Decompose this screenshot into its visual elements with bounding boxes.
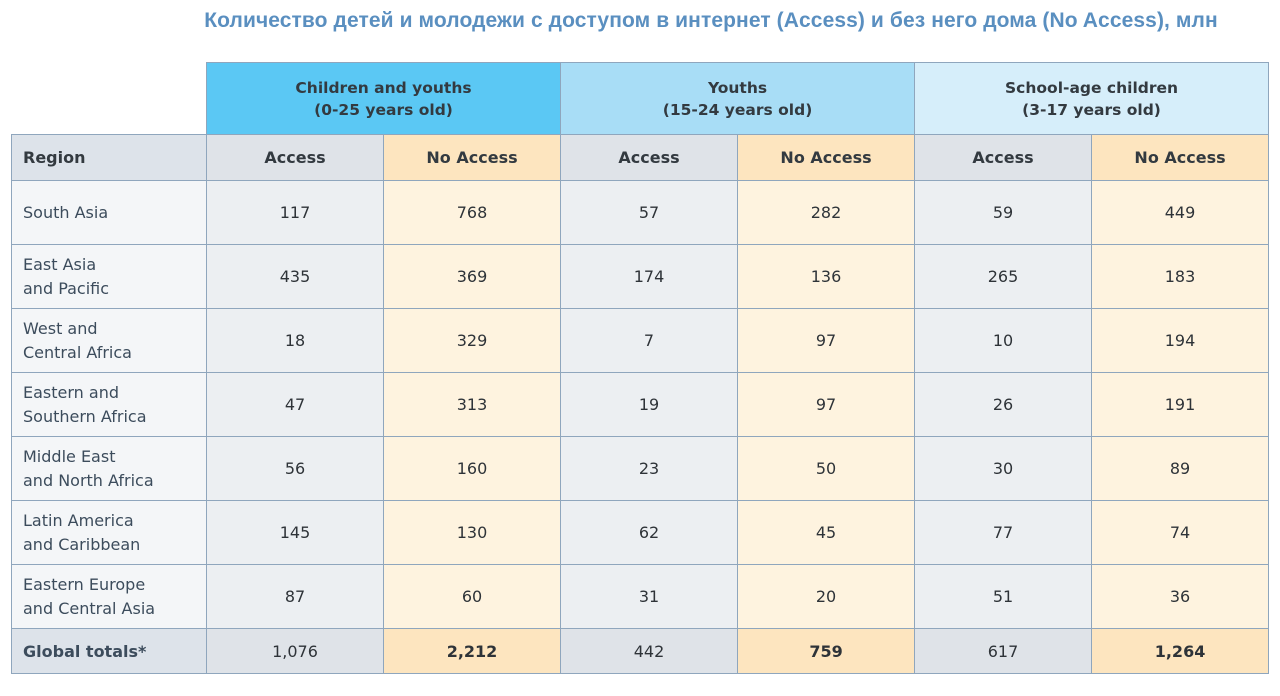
no-access-value-cell: 191 [1091, 372, 1270, 437]
access-value-cell: 23 [560, 436, 739, 501]
access-value-cell: 7 [560, 308, 739, 373]
no-access-value-cell: 89 [1091, 436, 1270, 501]
access-value-cell: 18 [206, 308, 384, 373]
access-total-cell: 442 [560, 628, 739, 674]
group-header-children-youths: Children and youths (0-25 years old) [205, 62, 562, 135]
corner-cell [11, 62, 207, 135]
region-cell: Middle East and North Africa [11, 436, 207, 501]
no-access-value-cell: 36 [1091, 564, 1270, 629]
region-cell: Eastern Europe and Central Asia [11, 564, 207, 629]
access-value-cell: 117 [206, 180, 384, 245]
no-access-value-cell: 194 [1091, 308, 1270, 373]
table-body: South Asia 117 768 57 282 59 449 East Asia and P… [11, 180, 1270, 674]
table-row: South Asia 117 768 57 282 59 449 [11, 180, 1270, 245]
access-value-cell: 26 [914, 372, 1093, 437]
access-value-cell: 47 [206, 372, 384, 437]
column-header-access: Access [206, 134, 384, 181]
access-value-cell: 51 [914, 564, 1093, 629]
region-label-line: and Pacific [23, 278, 110, 298]
column-header-access: Access [560, 134, 739, 181]
no-access-value-cell: 183 [1091, 244, 1270, 309]
no-access-value-cell: 369 [382, 244, 562, 309]
group-header-age: (3-17 years old) [1022, 100, 1161, 119]
table-row: Middle East and North Africa 56 160 23 50 30 89 [11, 436, 1270, 501]
no-access-value-cell: 50 [737, 436, 916, 501]
no-access-value-cell: 60 [382, 564, 562, 629]
no-access-value-cell: 130 [382, 500, 562, 565]
region-label-line: and North Africa [23, 470, 154, 490]
region-label-line: East Asia [23, 254, 97, 274]
table-row: Eastern Europe and Central Asia 87 60 31 20 51… [11, 564, 1270, 629]
access-value-cell: 62 [560, 500, 739, 565]
no-access-value-cell: 74 [1091, 500, 1270, 565]
region-cell: West and Central Africa [11, 308, 207, 373]
access-value-cell: 31 [560, 564, 739, 629]
access-value-cell: 19 [560, 372, 739, 437]
table-row: East Asia and Pacific 435 369 174 136 265 183 [11, 244, 1270, 309]
region-label-line: Southern Africa [23, 406, 147, 426]
region-label-line: Eastern and [23, 382, 119, 402]
group-header-age: (15-24 years old) [662, 100, 813, 119]
column-header-no-access: No Access [737, 134, 916, 181]
no-access-value-cell: 313 [382, 372, 562, 437]
table-row: Latin America and Caribbean 145 130 62 45 77 74 [11, 500, 1270, 565]
no-access-value-cell: 20 [737, 564, 916, 629]
region-label-line: Middle East [23, 446, 116, 466]
region-cell: South Asia [11, 180, 207, 245]
group-header-line: School-age children [1005, 78, 1179, 97]
table-row: Eastern and Southern Africa 47 313 19 97 26 191 [11, 372, 1270, 437]
no-access-value-cell: 282 [737, 180, 916, 245]
no-access-total-cell: 1,264 [1091, 628, 1270, 674]
region-label-line: South Asia [23, 202, 109, 222]
region-label-line: and Caribbean [23, 534, 141, 554]
access-value-cell: 265 [914, 244, 1093, 309]
group-header-youths: Youths (15-24 years old) [560, 62, 916, 135]
access-value-cell: 174 [560, 244, 739, 309]
region-cell: East Asia and Pacific [11, 244, 207, 309]
no-access-value-cell: 160 [382, 436, 562, 501]
access-value-cell: 57 [560, 180, 739, 245]
region-cell: Eastern and Southern Africa [11, 372, 207, 437]
no-access-value-cell: 136 [737, 244, 916, 309]
region-label-line: West and [23, 318, 98, 338]
access-value-cell: 56 [206, 436, 384, 501]
column-header-region: Region [11, 134, 207, 181]
access-value-cell: 10 [914, 308, 1093, 373]
page-title: Количество детей и молодежи с доступом в… [204, 9, 1218, 32]
region-label-line: Eastern Europe [23, 574, 146, 594]
access-value-cell: 77 [914, 500, 1093, 565]
no-access-total-cell: 759 [737, 628, 916, 674]
no-access-value-cell: 449 [1091, 180, 1270, 245]
column-header-access: Access [914, 134, 1093, 181]
column-header-no-access: No Access [382, 134, 562, 181]
access-value-cell: 145 [206, 500, 384, 565]
group-header-age: (0-25 years old) [314, 100, 453, 119]
access-total-cell: 1,076 [206, 628, 384, 674]
no-access-total-cell: 2,212 [382, 628, 562, 674]
column-header-no-access: No Access [1091, 134, 1270, 181]
region-label-line: Central Africa [23, 342, 132, 362]
access-total-cell: 617 [914, 628, 1093, 674]
data-table: Children and youths (0-25 years old) You… [11, 62, 1270, 674]
table-row: West and Central Africa 18 329 7 97 10 194 [11, 308, 1270, 373]
region-label-line: Latin America [23, 510, 134, 530]
no-access-value-cell: 329 [382, 308, 562, 373]
group-header-line: Youths [707, 78, 768, 97]
access-value-cell: 30 [914, 436, 1093, 501]
totals-row: Global totals* 1,076 2,212 442 759 617 1,264 [11, 628, 1270, 674]
access-value-cell: 435 [206, 244, 384, 309]
no-access-value-cell: 97 [737, 372, 916, 437]
no-access-value-cell: 768 [382, 180, 562, 245]
region-label-line: and Central Asia [23, 598, 156, 618]
region-cell: Latin America and Caribbean [11, 500, 207, 565]
group-header-line: Children and youths [295, 78, 472, 97]
access-value-cell: 87 [206, 564, 384, 629]
group-header-school-age: School-age children (3-17 years old) [914, 62, 1270, 135]
no-access-value-cell: 45 [737, 500, 916, 565]
access-value-cell: 59 [914, 180, 1093, 245]
totals-label: Global totals* [11, 628, 207, 674]
no-access-value-cell: 97 [737, 308, 916, 373]
